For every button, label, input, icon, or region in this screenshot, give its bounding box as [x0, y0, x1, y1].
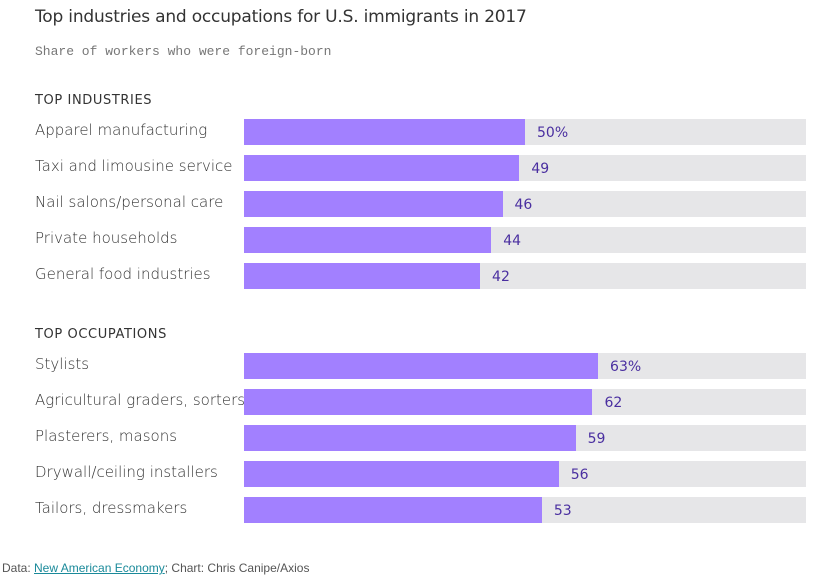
- bar: [244, 263, 481, 289]
- bar-track: 59: [244, 425, 806, 451]
- category-label: Agricultural graders, sorters: [35, 391, 246, 409]
- data-label: 44: [503, 233, 522, 249]
- data-label: 56: [570, 467, 589, 483]
- bar-track: 44: [244, 227, 806, 253]
- bar: [244, 389, 593, 415]
- bar: [244, 497, 542, 523]
- bar: [244, 191, 503, 217]
- bar: [244, 119, 525, 145]
- data-label: 62: [604, 395, 623, 411]
- chart-title: Top industries and occupations for U.S. …: [35, 7, 527, 27]
- bar-track: 46: [244, 191, 806, 217]
- source-note: Data: New American Economy; Chart: Chris…: [2, 561, 309, 575]
- bar: [244, 353, 599, 379]
- bar-track: 50%: [244, 119, 806, 145]
- bar-track: 63%: [244, 353, 806, 379]
- bar: [244, 155, 520, 181]
- bar-track: 53: [244, 497, 806, 523]
- section-label: TOP INDUSTRIES: [35, 93, 153, 108]
- source-suffix: ; Chart: Chris Canipe/Axios: [164, 561, 310, 575]
- bar: [244, 227, 492, 253]
- data-label: 50%: [537, 125, 569, 141]
- category-label: Apparel manufacturing: [35, 121, 208, 139]
- bar: [244, 461, 559, 487]
- category-label: Tailors, dressmakers: [35, 499, 188, 517]
- data-label: 46: [514, 197, 533, 213]
- category-label: Stylists: [35, 355, 90, 373]
- bar: [244, 425, 576, 451]
- chart-subtitle: Share of workers who were foreign-born: [35, 44, 332, 59]
- data-label: 63%: [610, 359, 642, 375]
- data-label: 53: [553, 503, 572, 519]
- category-label: Drywall/ceiling installers: [35, 463, 218, 481]
- category-label: Plasterers, masons: [35, 427, 178, 445]
- source-link[interactable]: New American Economy: [34, 561, 165, 575]
- data-label: 42: [492, 269, 510, 285]
- source-prefix: Data:: [2, 561, 35, 575]
- category-label: Taxi and limousine service: [35, 157, 233, 175]
- bar-track: 62: [244, 389, 806, 415]
- category-label: Private households: [35, 229, 178, 247]
- bar-track: 49: [244, 155, 806, 181]
- category-label: Nail salons/personal care: [35, 193, 224, 211]
- bar-track: 56: [244, 461, 806, 487]
- data-label: 59: [587, 431, 606, 447]
- category-label: General food industries: [35, 265, 211, 283]
- bar-track: 42: [244, 263, 806, 289]
- section-label: TOP OCCUPATIONS: [35, 327, 167, 342]
- data-label: 49: [531, 161, 550, 177]
